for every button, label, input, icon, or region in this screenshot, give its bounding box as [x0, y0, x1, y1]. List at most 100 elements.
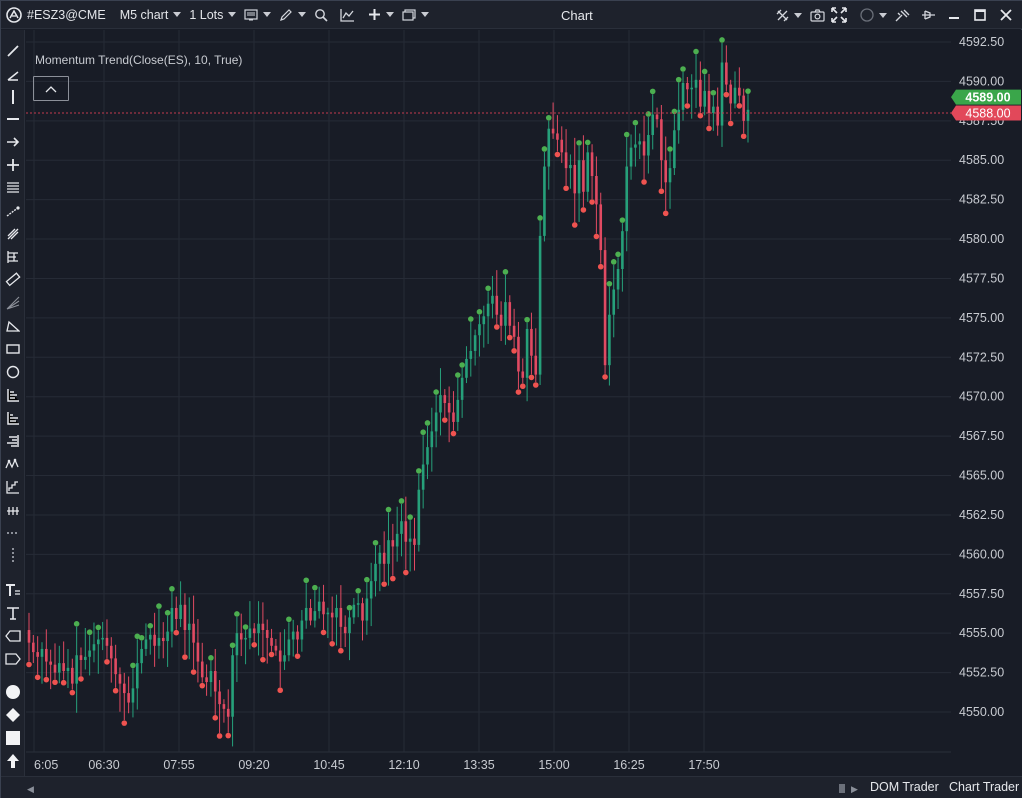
candle: [43, 629, 50, 683]
pin-button[interactable]: [917, 1, 939, 29]
vertical-line-icon[interactable]: [4, 88, 22, 106]
scroll-thumb[interactable]: [839, 784, 845, 793]
candle-body: [118, 674, 122, 684]
chart-plot-area[interactable]: 6:05 06:30 07:55 09:20 10:45 12:10 13:35 15:00 1…: [26, 30, 951, 776]
time-cycles-icon[interactable]: [4, 501, 22, 519]
price-range-icon[interactable]: [4, 386, 22, 404]
link-icon: [776, 9, 789, 21]
step-line-icon[interactable]: [4, 478, 22, 496]
candle-body: [681, 82, 685, 110]
price-tick-label: 4570.00: [959, 390, 1004, 404]
candle: [294, 625, 301, 659]
candle-body: [313, 611, 317, 621]
parallel-lines-icon[interactable]: [4, 179, 22, 197]
momentum-dot-down: [34, 674, 41, 681]
momentum-dot-down: [390, 575, 396, 582]
tab-dom-trader[interactable]: DOM Trader: [870, 780, 939, 794]
horizontal-scrollbar[interactable]: ◀ ▶: [27, 782, 858, 794]
indicator-label[interactable]: Momentum Trend(Close(ES), 10, True): [35, 53, 243, 67]
date-range-icon[interactable]: [4, 409, 22, 427]
horizontal-line-icon[interactable]: [4, 110, 22, 128]
candle-body: [114, 658, 117, 675]
candle: [554, 115, 561, 158]
chart-settings-dropdown[interactable]: [240, 1, 275, 29]
ruler-icon[interactable]: [4, 271, 22, 289]
candle: [130, 662, 136, 718]
volume-profile-icon[interactable]: [4, 432, 22, 450]
wrench-icon: [895, 9, 909, 21]
symbol-label: #ESZ3@CME: [27, 7, 106, 22]
momentum-dot-up: [649, 88, 656, 95]
tag-icon[interactable]: [4, 650, 22, 668]
candle: [690, 74, 693, 119]
color-dropdown[interactable]: [856, 1, 891, 29]
scroll-right-icon[interactable]: ▶: [851, 784, 858, 794]
candle: [309, 599, 312, 626]
lots-dropdown[interactable]: 1 Lots: [185, 1, 240, 29]
arrow-up-marker-icon[interactable]: [4, 752, 22, 770]
gann-fan-icon[interactable]: [4, 294, 22, 312]
tools-button[interactable]: [891, 1, 913, 29]
fullscreen-button[interactable]: [828, 1, 850, 29]
minimize-button[interactable]: [943, 1, 965, 29]
momentum-dot-down: [403, 569, 409, 576]
candle-body: [426, 447, 429, 465]
momentum-dot-down: [78, 676, 84, 682]
symbol-selector[interactable]: #ESZ3@CME: [27, 1, 110, 29]
trend-channel-icon[interactable]: [4, 202, 22, 220]
zoom-button[interactable]: [310, 1, 332, 29]
candle: [169, 586, 175, 648]
price-label-icon[interactable]: [4, 627, 22, 645]
candle-body: [499, 314, 503, 326]
fibonacci-icon[interactable]: [4, 248, 22, 266]
candle-body: [725, 62, 728, 85]
window-layout-dropdown[interactable]: [398, 1, 433, 29]
crosshair-icon[interactable]: [4, 156, 22, 174]
chart-type-dropdown[interactable]: M5 chart: [116, 1, 186, 29]
scroll-left-icon[interactable]: ◀: [27, 784, 34, 794]
text-style-icon[interactable]: [4, 581, 22, 599]
price-tick-label: 4557.50: [959, 587, 1004, 601]
momentum-dot-down: [277, 687, 284, 694]
candle-body: [88, 650, 91, 657]
text-tool-icon[interactable]: [4, 604, 22, 622]
square-marker-icon[interactable]: [4, 729, 22, 747]
momentum-dot-up: [138, 634, 145, 641]
candle-body: [58, 663, 61, 673]
screenshot-button[interactable]: [806, 1, 828, 29]
momentum-dot-down: [43, 676, 50, 683]
triangle-icon[interactable]: [4, 317, 22, 335]
maximize-button[interactable]: [969, 1, 991, 29]
candle: [499, 301, 503, 342]
candle: [459, 362, 465, 418]
dotted-line-icon[interactable]: [4, 524, 22, 542]
diamond-marker-icon[interactable]: [4, 706, 22, 724]
candle-body: [738, 87, 741, 96]
drawing-pen-dropdown[interactable]: [275, 1, 310, 29]
tab-chart-trader[interactable]: Chart Trader: [949, 780, 1020, 794]
candle: [511, 308, 517, 354]
candle-body: [690, 87, 693, 90]
candle: [364, 576, 370, 635]
close-button[interactable]: [995, 1, 1017, 29]
candle: [493, 270, 500, 330]
price-axis[interactable]: 4592.50 4590.00 4587.50 4585.00 4582.50 4580.…: [951, 30, 1022, 776]
indicators-button[interactable]: [336, 1, 358, 29]
candle-body: [27, 630, 31, 643]
line-tool-icon[interactable]: [4, 42, 22, 60]
candle: [473, 329, 477, 366]
collapse-panel-button[interactable]: [33, 76, 69, 101]
circle-marker-icon[interactable]: [4, 683, 22, 701]
vertical-dots-icon[interactable]: [4, 546, 22, 564]
pitchfork-icon[interactable]: [4, 225, 22, 243]
ellipse-icon[interactable]: [4, 363, 22, 381]
momentum-dot-up: [485, 285, 491, 292]
elliott-wave-icon[interactable]: [4, 455, 22, 473]
add-dropdown[interactable]: [364, 1, 398, 29]
app-logo-icon[interactable]: [1, 1, 27, 29]
ray-tool-icon[interactable]: [4, 66, 22, 84]
arrow-tool-icon[interactable]: [4, 133, 22, 151]
rectangle-icon[interactable]: [4, 340, 22, 358]
link-dropdown[interactable]: [772, 1, 806, 29]
candle: [537, 215, 543, 385]
